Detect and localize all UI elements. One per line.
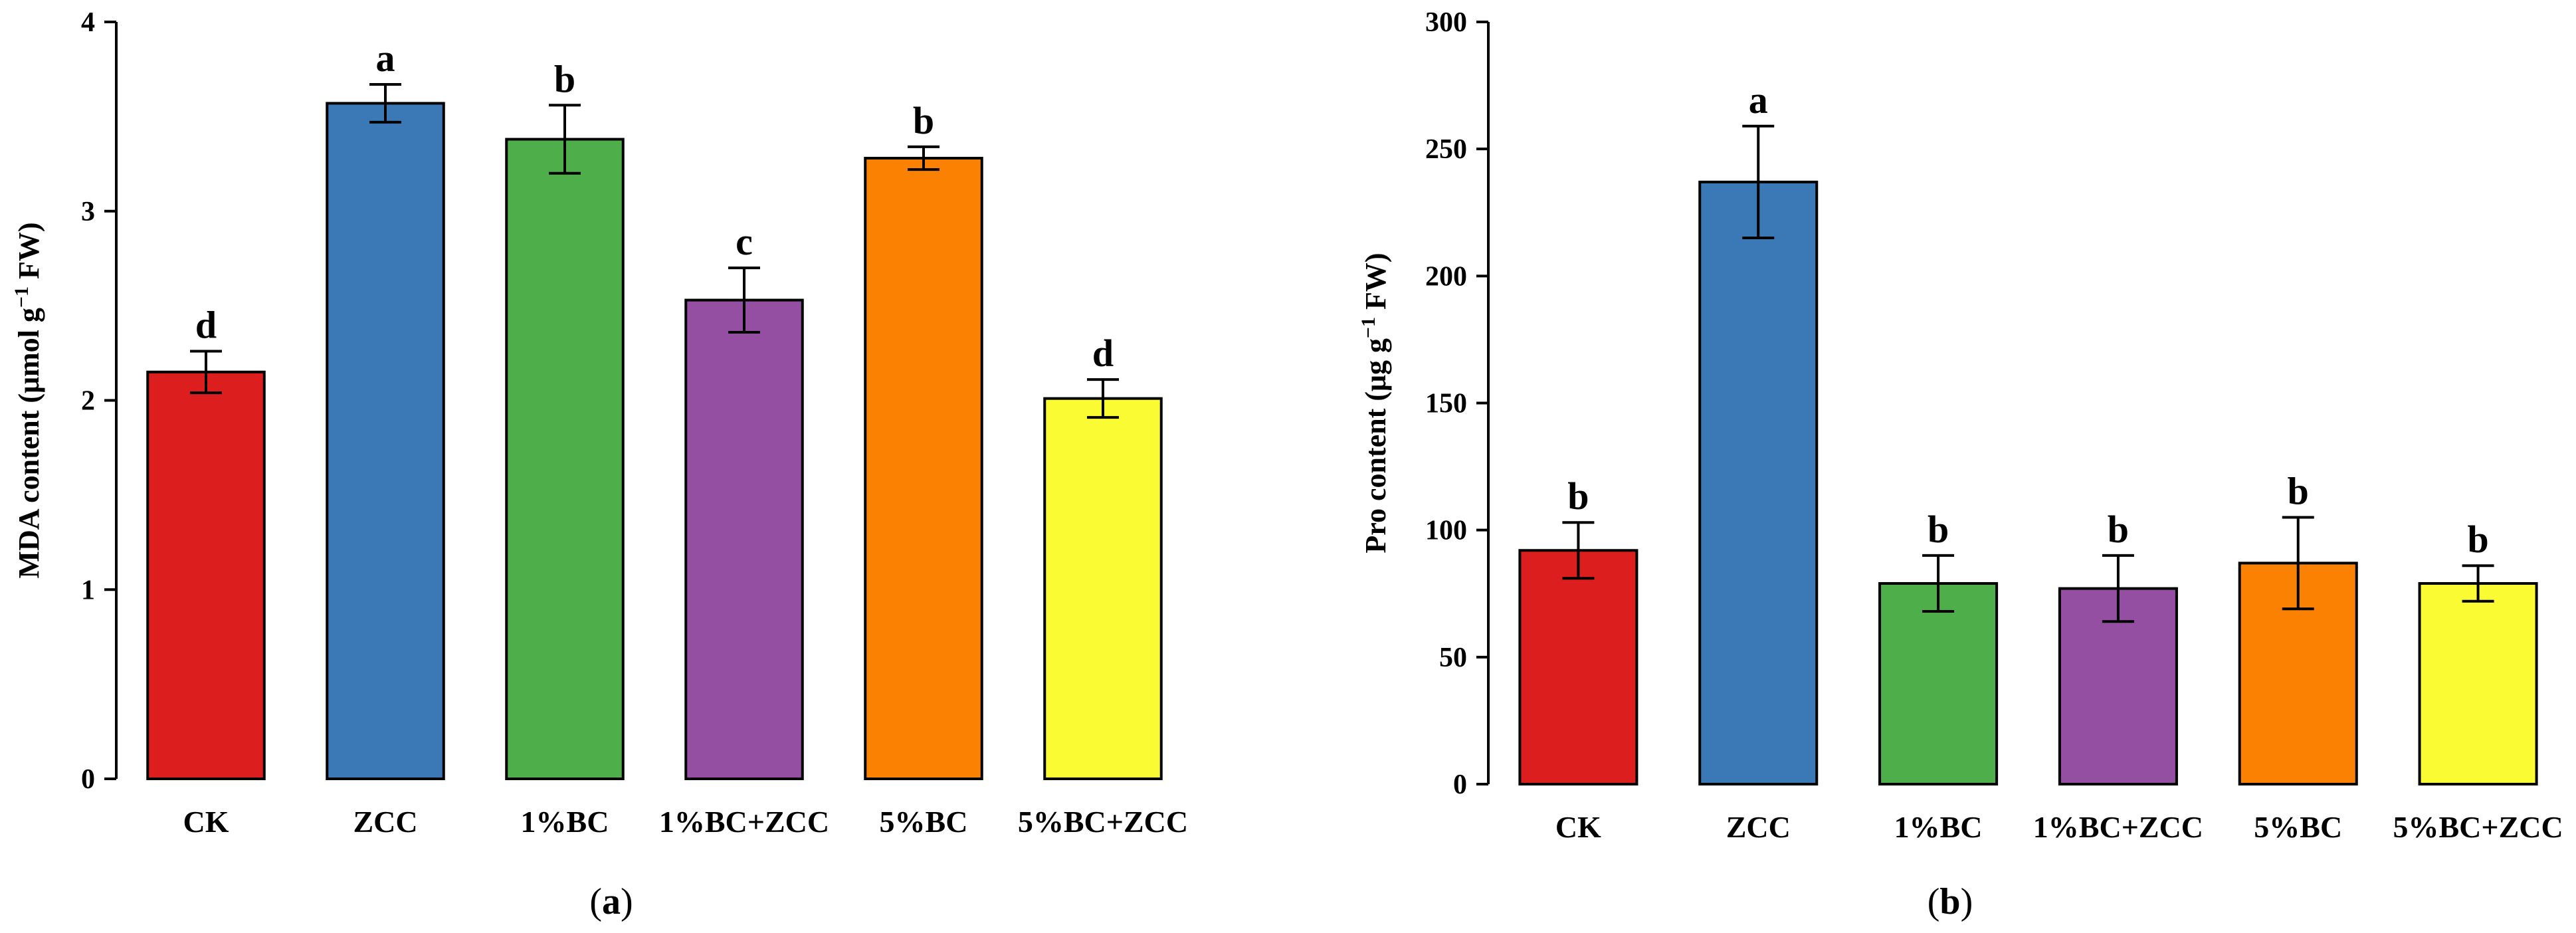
x-tick-label: CK [183,805,229,839]
significance-letter: b [913,99,934,142]
x-tick-label: 1%BC+ZCC [2033,810,2203,844]
x-tick-label: CK [1555,810,1601,844]
y-axis-label: Pro content (μg g−1 FW) [1357,253,1392,553]
significance-letter: b [554,57,575,100]
y-axis-label-unit: FW) [1359,253,1392,317]
y-axis-label-superscript: −1 [11,286,33,308]
bar-5-bc-zcc [1043,397,1163,780]
y-tick-label: 0 [1453,770,1467,800]
significance-letter: b [1928,508,1949,551]
significance-letter: d [195,303,217,346]
significance-letter: a [376,37,395,80]
y-tick-label: 100 [1425,516,1467,546]
bar-1-bc-zcc [684,298,804,780]
x-tick-label: ZCC [353,805,417,839]
bar-ck [1518,549,1638,786]
x-tick-label: 5%BC [2254,810,2342,844]
x-tick-label: 1%BC [1894,810,1983,844]
significance-letter: b [1567,474,1589,518]
y-tick-label: 1 [81,575,95,605]
bar-zcc [326,102,445,780]
bar-5-bc-zcc [2418,581,2538,785]
significance-letter: b [2288,470,2309,513]
y-axis-label-superscript: −1 [1357,317,1379,338]
y-tick-label: 3 [81,197,95,227]
significance-letter: d [1092,332,1114,375]
chart-a-mda-content: d CK a ZCC b 1%BC c 1%BC+ZCC b 5%BC d 5%BC+ZCC 0 1 2 3 4… [11,7,1188,922]
significance-letter: b [2467,518,2488,561]
bar-1-bc-zcc [2058,587,2178,785]
panel-caption-open-paren: ( [1928,881,1940,922]
y-axis-label: MDA content (μmol g−1 FW) [11,222,45,578]
y-axis-label-text: MDA content (μmol g [13,308,45,578]
panel-caption: (b) [1928,881,1973,922]
bar-1-bc [505,138,625,781]
y-tick-label: 300 [1425,7,1467,38]
y-tick-label: 150 [1425,389,1467,419]
y-tick-label: 0 [81,764,95,795]
panel-caption-letter: b [1939,881,1960,922]
y-tick-label: 50 [1439,643,1467,673]
bar-5-bc [864,157,983,780]
panel-caption-close-paren: ) [1961,881,1973,922]
x-tick-label: ZCC [1726,810,1791,844]
x-tick-label: 5%BC+ZCC [2393,810,2563,844]
panel-caption-close-paren: ) [621,881,633,922]
x-tick-label: 1%BC [521,805,609,839]
y-tick-label: 200 [1425,261,1467,292]
bar-1-bc [1878,581,1999,785]
bar-zcc [1698,180,1819,785]
y-tick-label: 250 [1425,134,1467,165]
significance-letter: b [2108,508,2129,551]
x-tick-label: 5%BC+ZCC [1018,805,1188,839]
panel-caption: (a) [589,881,633,922]
y-tick-label: 4 [81,7,95,38]
panel-caption-open-paren: ( [589,881,602,922]
significance-letter: c [736,220,753,263]
chart-b-pro-content: b CK a ZCC b 1%BC b 1%BC+ZCC b 5%BC b 5%BC+ZCC 0 50 10… [1357,7,2563,922]
y-axis-label-text: Pro content (μg g [1359,338,1392,554]
x-tick-label: 5%BC [880,805,968,839]
panel-caption-letter: a [602,881,621,922]
significance-letter: a [1749,78,1768,122]
x-tick-label: 1%BC+ZCC [659,805,829,839]
y-tick-label: 2 [81,386,95,417]
bar-ck [146,370,266,780]
y-axis-label-unit: FW) [13,222,45,286]
